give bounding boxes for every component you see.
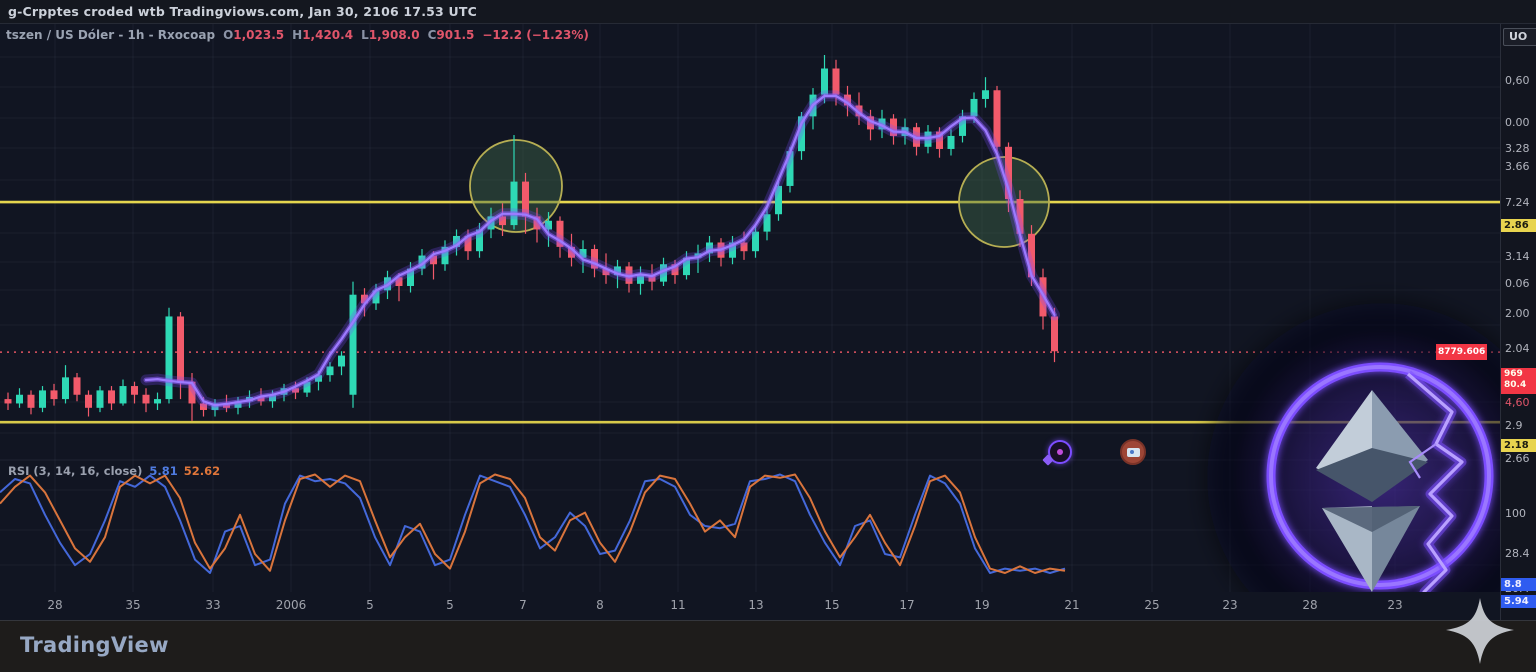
ohlc-value: 1,420.4 (302, 28, 354, 42)
price-tick-label: 3.66 (1505, 160, 1530, 173)
time-tick-label: 28 (1302, 598, 1318, 612)
price-tick-label: 2.9 (1505, 419, 1523, 432)
oscillator-title: RSI (3, 14, 16, close) (8, 464, 143, 478)
time-tick-label: 5 (446, 598, 454, 612)
time-tick-label: 28 (47, 598, 63, 612)
price-alert-label: 8779.606 (1436, 344, 1488, 360)
price-tick-label: 2.04 (1505, 342, 1530, 355)
ohlc-label: C (427, 28, 437, 42)
price-change: −12.2 (−1.23%) (482, 28, 589, 42)
price-tick-label: 28.4 (1505, 547, 1530, 560)
time-tick-label: 13 (748, 598, 764, 612)
purple-ring-icon[interactable] (1042, 440, 1072, 466)
candlesticks (4, 55, 1058, 421)
ohlc-label: H (292, 28, 303, 42)
ohlc-value: 1,908.0 (368, 28, 420, 42)
current-price-badge: 969 80.4 (1501, 368, 1536, 394)
red-axis-text: 4,60 (1505, 396, 1530, 409)
time-tick-label: 2006 (275, 598, 307, 612)
chart-area[interactable]: tszen / US Dóler - 1h - Rxocoap O1,023.5 H… (0, 24, 1500, 592)
current-price-line2: 80.4 (1504, 379, 1527, 390)
ethereum-logo (1207, 303, 1500, 592)
axis-unit-button[interactable]: UO (1503, 28, 1536, 46)
oscillator-lines (0, 473, 1066, 574)
ring-center-dot (1057, 449, 1063, 455)
time-tick-label: 5 (366, 598, 374, 612)
time-tick-label: 19 (974, 598, 990, 612)
yellow-level-badge-lower: 2.18 (1501, 439, 1536, 452)
oscillator-value-orange: 52.62 (183, 464, 221, 478)
ohlc-values: O1,023.5 H1,420.4 L1,908.0 C901.5 (215, 28, 474, 42)
time-tick-label: 17 (899, 598, 915, 612)
time-tick-label: 7 (519, 598, 527, 612)
time-tick-label: 33 (205, 598, 221, 612)
price-tick-label: 3.14 (1505, 250, 1530, 263)
ohlc-value: 901.5 (436, 28, 475, 42)
price-tick-label: 2.66 (1505, 452, 1530, 465)
price-tick-label: 2.00 (1505, 307, 1530, 320)
yellow-level-badge-upper: 2.86 (1501, 219, 1536, 232)
ohlc-label: O (223, 28, 234, 42)
time-tick-label: 25 (1144, 598, 1160, 612)
oscillator-value-blue: 5.81 (149, 464, 178, 478)
time-tick-label: 8 (596, 598, 604, 612)
ohlc-value: 1,023.5 (233, 28, 285, 42)
oscillator-badge-blue-top: 8.8 (1501, 578, 1536, 591)
tradingview-logo[interactable]: TradingView (20, 633, 169, 657)
price-tick-label: 0.06 (1505, 277, 1530, 290)
time-tick-label: 35 (125, 598, 141, 612)
price-chart-canvas[interactable] (0, 24, 1500, 592)
top-credit-strip: g-Crpptes croded wtb Tradingviows.com, J… (0, 0, 1536, 24)
symbol-info-bar: tszen / US Dóler - 1h - Rxocoap O1,023.5 H… (6, 28, 589, 42)
bottom-brand-bar: TradingView (0, 620, 1536, 672)
symbol-title: tszen / US Dóler - 1h - Rxocoap (6, 28, 216, 42)
price-tick-label: 3.28 (1505, 142, 1530, 155)
price-axis[interactable]: UO 0,60 0.00 3.28 3.66 7.24 3.14 0.06 2.00 2.04 2… (1500, 24, 1536, 620)
ohlc-label: L (361, 28, 369, 42)
price-tick-label: 0.00 (1505, 116, 1530, 129)
sparkle-icon (1446, 598, 1514, 664)
oscillator-label: RSI (3, 14, 16, close) 5.81 52.62 (8, 464, 220, 478)
time-tick-label: 21 (1064, 598, 1080, 612)
time-axis[interactable]: 28 35 33 2006 5 5 7 8 11 13 15 17 19 21 25 23 28 23 (0, 592, 1500, 620)
time-tick-label: 15 (824, 598, 840, 612)
price-tick-label: 0,60 (1505, 74, 1530, 87)
photo-sticker-icon[interactable] (1120, 439, 1146, 465)
credit-line: g-Crpptes croded wtb Tradingviows.com, J… (8, 4, 477, 19)
time-tick-label: 23 (1387, 598, 1403, 612)
ma-glow-line (140, 90, 1060, 411)
time-tick-label: 11 (670, 598, 686, 612)
sticker-fleck (1130, 450, 1134, 454)
price-tick-label: 100 (1505, 507, 1526, 520)
oscillator-badge-blue-bottom: 5.94 (1501, 595, 1536, 608)
current-price-line1: 969 (1504, 369, 1523, 379)
price-tick-label: 7.24 (1505, 196, 1530, 209)
time-tick-label: 23 (1222, 598, 1238, 612)
